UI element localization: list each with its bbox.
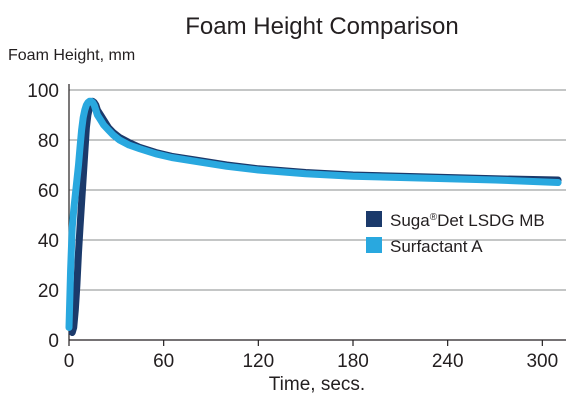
x-tick-label-180: 180: [337, 351, 369, 372]
x-tick-label-300: 300: [526, 351, 558, 372]
chart-title: Foam Height Comparison: [185, 13, 458, 40]
series-lines: [65, 97, 562, 336]
x-tick-label-240: 240: [432, 351, 464, 372]
x-axis-label: Time, secs.: [269, 374, 365, 395]
y-tick-label-20: 20: [38, 281, 59, 302]
y-tick-labels: 0 20 40 60 80 100: [27, 81, 59, 352]
x-tick-label-60: 60: [153, 351, 174, 372]
y-tick-label-60: 60: [38, 181, 59, 202]
x-tick-label-0: 0: [64, 351, 75, 372]
y-tick-label-0: 0: [48, 331, 59, 352]
gridlines: [69, 89, 566, 291]
y-tick-label-40: 40: [38, 231, 59, 252]
legend-label-suga-det: Suga®Det LSDG MB: [390, 211, 545, 230]
series-line-surfactant-a: [65, 97, 562, 331]
y-tick-label-80: 80: [38, 131, 59, 152]
legend-swatch-surfactant-a: [366, 237, 382, 253]
y-tick-label-100: 100: [27, 81, 59, 102]
legend-swatch-suga-det: [366, 211, 382, 227]
legend: Suga®Det LSDG MB Surfactant A: [366, 211, 545, 256]
x-tick-label-120: 120: [242, 351, 274, 372]
y-axis-label: Foam Height, mm: [8, 47, 135, 64]
legend-label-surfactant-a: Surfactant A: [390, 237, 483, 256]
x-tick-labels: 0 60 120 180 240 300: [64, 351, 558, 372]
